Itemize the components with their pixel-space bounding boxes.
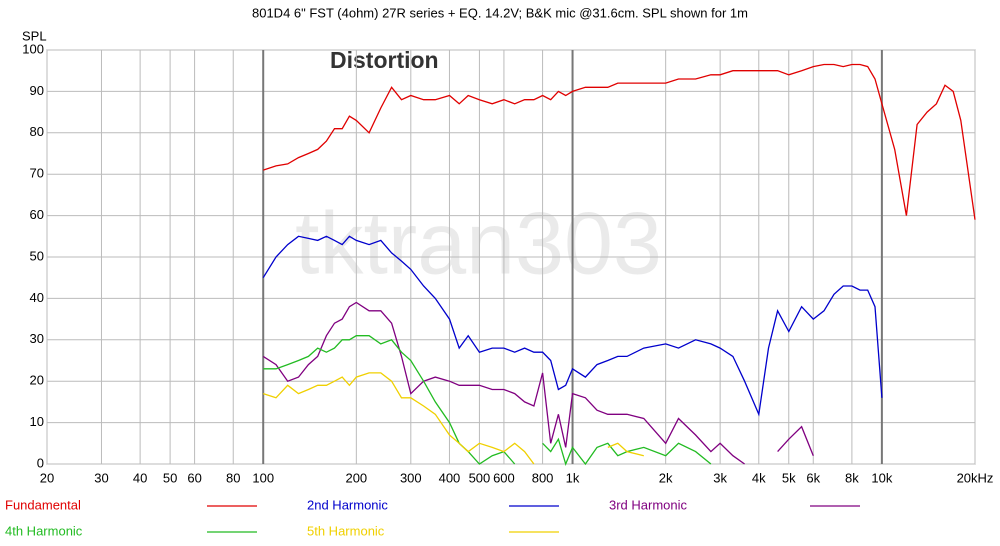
x-tick-label: 5k [782,470,796,485]
x-tick-label: 300 [400,470,422,485]
y-tick-label: 60 [30,207,44,222]
legend-label: 2nd Harmonic [307,497,388,512]
annotation: Distortion [330,47,439,73]
x-tick-label: 50 [163,470,177,485]
x-tick-label: 10k [871,470,892,485]
y-axis-label: SPL [22,28,47,43]
x-tick-label: 60 [187,470,201,485]
series-line [262,301,814,465]
series-line [262,63,976,220]
x-tick-label: 600 [493,470,515,485]
legend-label: 5th Harmonic [307,523,385,538]
legend-label: Fundamental [5,497,81,512]
y-tick-label: 0 [37,455,44,470]
watermark: tktran303 [295,193,662,292]
chart-title: 801D4 6" FST (4ohm) 27R series + EQ. 14.… [252,5,748,20]
y-tick-label: 90 [30,83,44,98]
y-tick-label: 30 [30,331,44,346]
x-tick-label: 200 [345,470,367,485]
x-tick-label: 6k [806,470,820,485]
series-line [262,372,644,465]
x-tick-label: 1k [566,470,580,485]
series-line [262,235,883,417]
y-tick-label: 80 [30,124,44,139]
x-tick-label: 3k [713,470,727,485]
x-tick-label: 40 [133,470,147,485]
x-tick-label: 30 [94,470,108,485]
y-tick-label: 100 [22,41,44,56]
x-tick-label: 500 [469,470,491,485]
x-tick-label: 80 [226,470,240,485]
y-tick-label: 20 [30,373,44,388]
x-tick-label: 20 [40,470,54,485]
x-tick-label: 800 [532,470,554,485]
x-tick-label: 100 [252,470,274,485]
x-tick-label: 4k [752,470,766,485]
x-tick-label: 400 [439,470,461,485]
x-tick-label: 2k [659,470,673,485]
x-tick-label: 8k [845,470,859,485]
y-tick-label: 10 [30,414,44,429]
x-tick-label: 20kHz [957,470,994,485]
y-tick-label: 40 [30,290,44,305]
y-tick-label: 50 [30,248,44,263]
y-tick-label: 70 [30,166,44,181]
legend-label: 4th Harmonic [5,523,83,538]
legend-label: 3rd Harmonic [609,497,688,512]
